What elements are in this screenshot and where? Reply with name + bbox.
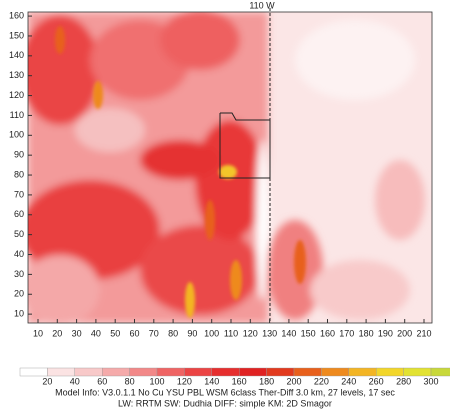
y-tick-label: 30: [14, 269, 24, 279]
colorbar-swatch: [211, 367, 240, 377]
x-tick-label: 100: [204, 328, 219, 338]
plot-frame: [27, 11, 433, 324]
colorbar-swatch: [101, 367, 130, 377]
x-tick-label: 200: [397, 328, 412, 338]
colorbar-label: 300: [423, 376, 438, 386]
x-tick-label: 70: [149, 328, 159, 338]
y-tick-label: 160: [9, 10, 24, 20]
x-tick-label: 130: [262, 328, 277, 338]
y-tick-label: 150: [9, 30, 24, 40]
x-tick-label: 40: [91, 328, 101, 338]
y-tick-label: 110: [10, 110, 24, 120]
colorbar-label: 140: [204, 376, 219, 386]
colorbar-swatch: [184, 367, 212, 377]
y-axis: 10 20 30 40 50 60 70 80 90 100 110 120 130 140 150 160: [9, 10, 32, 319]
x-tick-label: 210: [416, 328, 431, 338]
colorbar-label: 180: [259, 376, 274, 386]
x-tick-label: 140: [281, 328, 296, 338]
colorbar-label: 120: [177, 376, 192, 386]
colorbar-swatch: [430, 367, 450, 377]
colorbar-label: 80: [125, 376, 135, 386]
y-tick-label: 130: [9, 70, 24, 80]
colorbar-label: 260: [369, 376, 384, 386]
colorbar-label: 20: [42, 376, 52, 386]
colorbar-label: 220: [314, 376, 329, 386]
x-tick-label: 160: [320, 328, 335, 338]
y-tick-label: 10: [14, 309, 24, 319]
x-axis: 10 20 30 40 50 60 70 80 90 100 110 120 130 140 150 160 1…: [33, 319, 432, 338]
y-tick-label: 80: [14, 169, 24, 179]
x-tick-label: 150: [301, 328, 316, 338]
colorbar-swatch: [321, 367, 349, 377]
x-tick-label: 20: [52, 328, 62, 338]
colorbar: 20 40 60 80 100 120 140 160 180 200 220 240 260 280 30…: [19, 367, 450, 386]
meridian-label: 110 W: [249, 0, 275, 10]
x-tick-label: 180: [359, 328, 374, 338]
colorbar-swatch: [376, 367, 404, 377]
x-tick-label: 10: [33, 328, 43, 338]
x-tick-label: 110: [224, 328, 238, 338]
y-tick-label: 20: [14, 289, 24, 299]
y-tick-label: 120: [9, 90, 24, 100]
y-tick-label: 140: [9, 50, 24, 60]
x-tick-label: 90: [187, 328, 197, 338]
colorbar-swatch: [74, 367, 103, 377]
x-tick-label: 120: [243, 328, 258, 338]
colorbar-swatch: [156, 367, 185, 377]
colorbar-label: 160: [232, 376, 247, 386]
colorbar-label: 60: [97, 376, 107, 386]
colorbar-swatch: [47, 367, 76, 377]
colorbar-swatch: [266, 367, 295, 377]
y-tick-label: 100: [9, 130, 24, 140]
colorbar-swatch: [403, 367, 432, 377]
x-tick-label: 50: [110, 328, 120, 338]
precip-field: [28, 12, 432, 323]
colorbar-label: 40: [70, 376, 80, 386]
x-tick-label: 30: [72, 328, 82, 338]
colorbar-label: 100: [149, 376, 164, 386]
colorbar-swatch: [293, 367, 322, 377]
colorbar-swatch: [19, 367, 48, 377]
colorbar-swatch: [348, 367, 377, 377]
x-tick-label: 190: [378, 328, 393, 338]
colorbar-label: 200: [286, 376, 301, 386]
y-tick-label: 60: [14, 209, 24, 219]
y-tick-label: 70: [14, 189, 24, 199]
x-tick-label: 60: [129, 328, 139, 338]
y-tick-label: 90: [14, 150, 24, 160]
y-tick-label: 40: [14, 249, 24, 259]
colorbar-label: 240: [341, 376, 356, 386]
colorbar-label: 280: [396, 376, 411, 386]
x-tick-label: 80: [168, 328, 178, 338]
x-tick-label: 170: [339, 328, 354, 338]
model-info: LW: RRTM SW: Dudhia DIFF: simple KM: 2D …: [118, 398, 332, 408]
model-info: Model Info: V3.0.1.1 No Cu YSU PBL WSM 6…: [55, 387, 395, 397]
colorbar-swatch: [238, 367, 267, 377]
y-tick-label: 50: [14, 229, 24, 239]
colorbar-swatch: [129, 367, 158, 377]
